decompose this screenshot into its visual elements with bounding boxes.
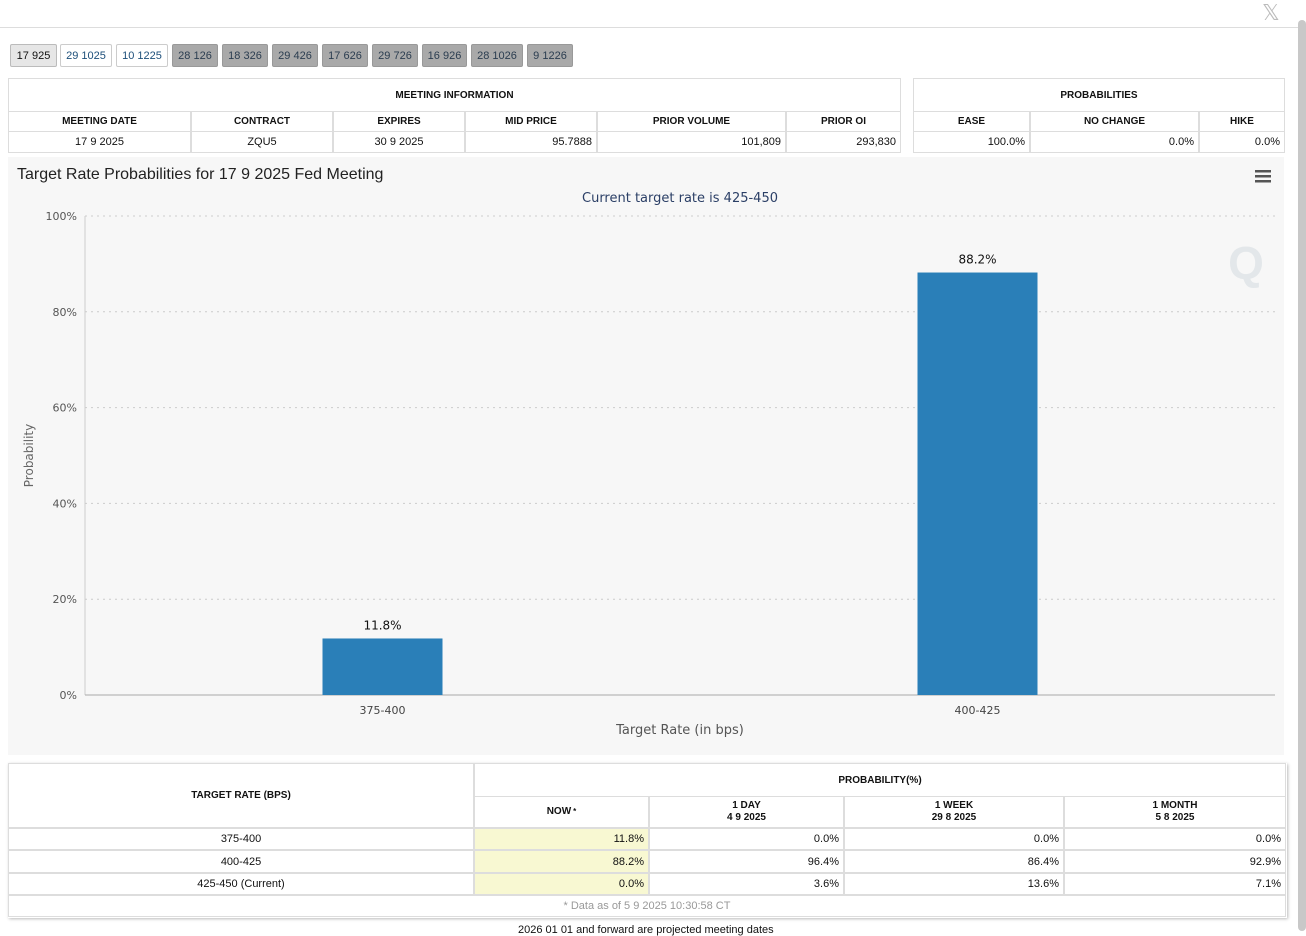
table-cell: 100.0%: [913, 131, 1030, 153]
tab[interactable]: 9 1226: [527, 44, 573, 67]
tab[interactable]: 28 126: [172, 44, 218, 67]
y-tick-label: 40%: [53, 497, 77, 510]
table-cell: 30 9 2025: [333, 131, 465, 153]
table-cell: 375-400: [8, 828, 474, 850]
header-date: 5 8 2025: [1155, 812, 1195, 823]
tab[interactable]: 29 426: [272, 44, 318, 67]
table-cell: 96.4%: [649, 850, 844, 873]
close-icon[interactable]: 𝕏: [1262, 0, 1280, 25]
table-cell: 293,830: [786, 131, 901, 153]
y-tick-label: 80%: [53, 306, 77, 319]
header-name: 1 MONTH: [1152, 800, 1198, 811]
header-date: 29 8 2025: [931, 812, 977, 823]
scrollbar[interactable]: [1298, 20, 1306, 931]
table-cell: 95.7888: [465, 131, 597, 153]
y-tick-label: 20%: [53, 593, 77, 606]
tab[interactable]: 29 726: [372, 44, 418, 67]
column-header: MEETING DATE: [8, 111, 191, 132]
column-header: 1 WEEK 29 8 2025: [844, 796, 1064, 828]
menu-icon[interactable]: [1255, 170, 1271, 183]
table-cell: 92.9%: [1064, 850, 1286, 873]
y-tick-label: 0%: [60, 689, 77, 702]
column-header: NOW *: [474, 796, 649, 828]
chart: Q Target Rate Probabilities for 17 9 202…: [8, 157, 1284, 755]
table-cell: 400-425: [8, 850, 474, 873]
column-header: CONTRACT: [191, 111, 333, 132]
column-header: 1 MONTH 5 8 2025: [1064, 796, 1286, 828]
x-tick-label: 400-425: [955, 704, 1001, 717]
watermark: Q: [1228, 237, 1264, 289]
column-header: EXPIRES: [333, 111, 465, 132]
chart-subtitle: Current target rate is 425-450: [582, 191, 778, 206]
column-header: NO CHANGE: [1030, 111, 1199, 132]
bar: [322, 638, 443, 695]
x-tick-label: 375-400: [360, 704, 406, 717]
chart-title: Target Rate Probabilities for 17 9 2025 …: [17, 166, 383, 183]
table-cell: 0.0%: [1030, 131, 1199, 153]
y-axis-label: Probability: [22, 424, 36, 487]
table-cell: 88.2%: [474, 850, 649, 873]
header-name: NOW: [546, 806, 572, 817]
x-axis-label: Target Rate (in bps): [615, 723, 744, 738]
table-cell: 3.6%: [649, 873, 844, 895]
column-header: 1 DAY 4 9 2025: [649, 796, 844, 828]
table-cell: 0.0%: [844, 828, 1064, 850]
column-header: HIKE: [1199, 111, 1285, 132]
table-cell: 86.4%: [844, 850, 1064, 873]
column-group: PROBABILITY(%): [474, 763, 1286, 797]
table-cell: 11.8%: [474, 828, 649, 850]
column-header: PRIOR VOLUME: [597, 111, 786, 132]
table-cell: 7.1%: [1064, 873, 1286, 895]
bar: [917, 272, 1038, 695]
divider: [0, 27, 1300, 28]
header-note: *: [573, 807, 577, 816]
column-header: PRIOR OI: [786, 111, 901, 132]
tab[interactable]: 10 1225: [116, 44, 168, 67]
tab[interactable]: 17 626: [322, 44, 368, 67]
table-cell: 13.6%: [844, 873, 1064, 895]
table-cell: 17 9 2025: [8, 131, 191, 153]
table-cell: 0.0%: [649, 828, 844, 850]
column-header: TARGET RATE (BPS): [8, 763, 474, 828]
table-title: MEETING INFORMATION: [8, 78, 901, 112]
header-name: 1 DAY: [732, 800, 761, 811]
header-name: 1 WEEK: [934, 800, 974, 811]
column-header: EASE: [913, 111, 1030, 132]
table-cell: 0.0%: [474, 873, 649, 895]
note: 2026 01 01 and forward are projected mee…: [518, 924, 774, 936]
column-header: MID PRICE: [465, 111, 597, 132]
tab[interactable]: 18 326: [222, 44, 268, 67]
tab[interactable]: 16 926: [422, 44, 467, 67]
table-cell: 0.0%: [1064, 828, 1286, 850]
y-tick-label: 60%: [53, 402, 77, 415]
table-cell: ZQU5: [191, 131, 333, 153]
tab[interactable]: 17 925: [10, 44, 57, 67]
table-title: PROBABILITIES: [913, 78, 1285, 112]
data-label: 88.2%: [958, 253, 996, 267]
tab[interactable]: 29 1025: [60, 44, 112, 67]
table-cell: 101,809: [597, 131, 786, 153]
data-label: 11.8%: [363, 618, 401, 632]
header-date: 4 9 2025: [727, 812, 766, 823]
table-cell: 0.0%: [1199, 131, 1285, 153]
y-tick-label: 100%: [46, 210, 77, 223]
footnote: * Data as of 5 9 2025 10:30:58 CT: [8, 895, 1286, 917]
table-cell: 425-450 (Current): [8, 873, 474, 895]
tab[interactable]: 28 1026: [471, 44, 523, 67]
